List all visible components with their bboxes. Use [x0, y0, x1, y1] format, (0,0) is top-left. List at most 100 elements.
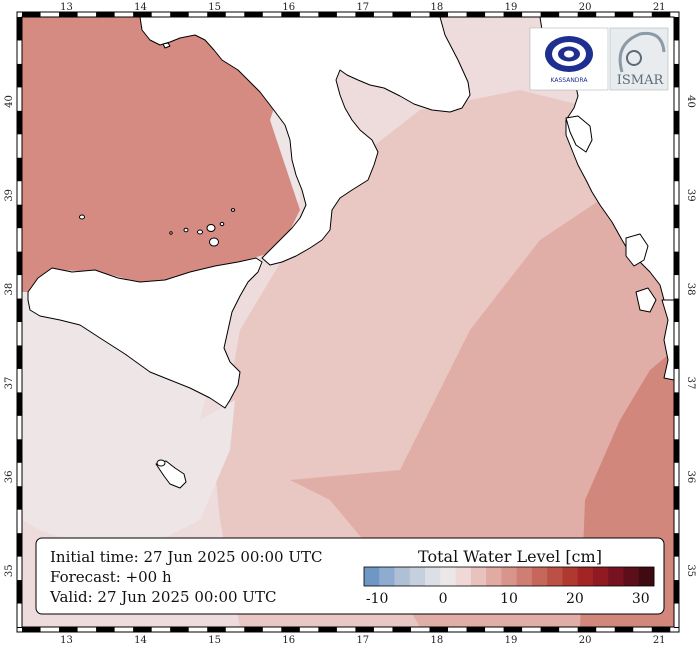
frame-dash — [392, 12, 411, 17]
longitude-label-bottom: 21 — [653, 635, 666, 646]
frame-dash — [614, 627, 634, 632]
longitude-label-top: 14 — [134, 2, 147, 13]
colorbar-swatch — [425, 567, 441, 586]
colorbar-swatch — [486, 567, 502, 586]
aeolian-island — [209, 237, 219, 247]
frame-dash — [59, 627, 78, 632]
frame-dash — [674, 298, 679, 322]
colorbar-swatch — [577, 567, 594, 586]
ismar-logo: ISMAR — [617, 31, 666, 88]
kassandra-logo: KASSANDRA — [545, 36, 593, 84]
longitude-label-bottom: 15 — [208, 635, 221, 646]
latitude-label-left: 40 — [4, 95, 15, 108]
frame-dash — [59, 12, 78, 17]
longitude-label-top: 15 — [208, 2, 221, 13]
frame-dash — [244, 627, 263, 632]
frame-dash — [17, 298, 22, 322]
latitude-label-right: 35 — [685, 564, 696, 577]
frame-dash — [96, 627, 115, 632]
frame-dash — [466, 12, 486, 17]
frame-dash — [355, 627, 374, 632]
frame-dash — [207, 627, 226, 632]
frame-dash — [651, 12, 671, 17]
colorbar-tick-label: 10 — [500, 591, 518, 607]
frame-dash — [429, 12, 449, 17]
colorbar-swatch — [547, 567, 563, 586]
latitude-label-left: 39 — [4, 189, 15, 202]
colorbar-swatch — [531, 567, 548, 586]
colorbar-border — [363, 566, 655, 587]
frame-dash — [17, 204, 22, 229]
ustica-island — [79, 214, 85, 220]
frame-dash — [17, 345, 22, 369]
longitude-label-bottom: 20 — [579, 635, 592, 646]
peloponnese-coast — [661, 299, 674, 381]
frame-dash — [22, 627, 41, 632]
frame-dash — [674, 533, 679, 557]
sea-band-tyrrhenian — [22, 17, 300, 292]
longitude-label-top: 21 — [653, 2, 666, 13]
valid-time-text: Valid: 27 Jun 2025 00:00 UTC — [49, 588, 276, 606]
frame-dash — [318, 627, 337, 632]
colorbar-swatch — [516, 567, 533, 586]
colorbar-swatch — [638, 567, 655, 586]
frame-dash — [674, 110, 679, 135]
latitude-labels-left: 40 39 38 37 36 35 — [4, 95, 15, 577]
frame-dash — [540, 627, 560, 632]
frame-dash — [170, 627, 189, 632]
frame-dash — [17, 627, 22, 628]
malta-island — [155, 460, 187, 489]
frame-dash — [281, 12, 300, 17]
latitude-label-right: 39 — [685, 189, 696, 202]
italy-mainland — [139, 17, 471, 266]
sicily — [27, 257, 263, 409]
longitude-label-bottom: 17 — [356, 635, 369, 646]
frame-dash — [674, 157, 679, 182]
frame-dash — [674, 251, 679, 276]
sea-band-warm — [290, 200, 674, 627]
colorbar — [363, 566, 655, 587]
small-island — [169, 231, 173, 235]
frame-dash — [503, 12, 523, 17]
frame-dash — [503, 627, 523, 632]
frame-dash — [674, 204, 679, 229]
info-box: Initial time: 27 Jun 2025 00:00 UTC Fore… — [35, 537, 665, 615]
frame-dash — [133, 627, 152, 632]
aeolian-island — [197, 229, 203, 235]
map-frame — [16, 11, 680, 633]
ismar-logo-text: ISMAR — [617, 73, 665, 88]
colorbar-swatch — [470, 567, 487, 586]
frame-dash — [577, 627, 597, 632]
latitude-label-right: 40 — [685, 95, 696, 108]
latitude-label-right: 36 — [685, 470, 696, 483]
aeolian-island — [219, 221, 225, 227]
colorbar-tick-label: 20 — [566, 591, 584, 607]
longitude-labels-top: 13 14 15 16 17 18 19 20 21 — [60, 2, 665, 13]
frame-dash — [244, 12, 263, 17]
longitude-label-top: 20 — [579, 2, 592, 13]
frame-dash — [17, 17, 22, 41]
aeolian-island — [183, 227, 189, 233]
longitude-label-bottom: 14 — [134, 635, 147, 646]
frame-dash — [674, 580, 679, 604]
capri-island — [162, 42, 171, 49]
frame-dash — [17, 157, 22, 182]
latitude-label-right: 37 — [685, 377, 696, 390]
longitude-label-bottom: 18 — [431, 635, 444, 646]
frame-dash — [577, 12, 597, 17]
frame-dash — [392, 627, 411, 632]
forecast-text: Forecast: +00 h — [50, 568, 172, 586]
frame-dash — [17, 392, 22, 416]
colorbar-swatch — [409, 567, 426, 586]
frame-dash — [17, 251, 22, 276]
longitude-label-top: 17 — [356, 2, 369, 13]
kefalonia-island — [625, 233, 649, 267]
zakynthos-island — [635, 287, 657, 313]
colorbar-swatch — [608, 567, 624, 586]
frame-dash — [651, 627, 671, 632]
frame-dash — [674, 345, 679, 369]
frame-dash — [96, 12, 115, 17]
colorbar-swatch — [501, 567, 518, 586]
longitude-label-bottom: 13 — [60, 635, 73, 646]
